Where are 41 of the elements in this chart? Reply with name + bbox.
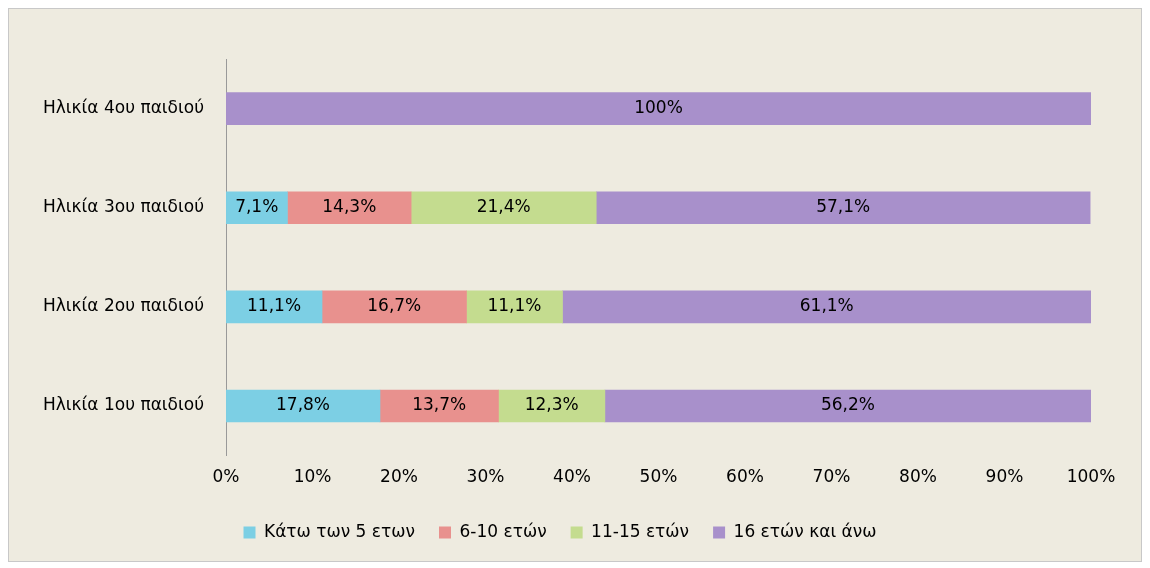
- x-tick-label: 90%: [985, 466, 1024, 487]
- bar: [287, 191, 412, 225]
- legend-label: 11-15 ετών: [591, 520, 690, 541]
- bar: [226, 389, 381, 423]
- x-tick-label: 100%: [1066, 466, 1116, 487]
- x-tick-label: 40%: [553, 466, 591, 487]
- y-tick-label: Ηλικία 1ου παιδιού: [42, 394, 205, 415]
- x-tick-label: 80%: [899, 466, 937, 487]
- data-label: 100%: [634, 97, 683, 117]
- legend-label: Κάτω των 5 ετων: [264, 520, 415, 541]
- bar: [562, 290, 1091, 324]
- data-label: 11,1%: [247, 295, 302, 316]
- legend-label: 6-10 ετών: [459, 520, 547, 541]
- x-tick-label: 70%: [812, 466, 851, 487]
- data-label: 56,2%: [820, 394, 875, 415]
- data-label: 21,4%: [476, 196, 531, 217]
- x-tick-label: 0%: [212, 466, 240, 487]
- bar: [321, 290, 467, 324]
- data-label: 14,3%: [322, 196, 377, 217]
- x-tick-label: 10%: [293, 466, 332, 487]
- y-tick-label: Ηλικία 4ου παιδιού: [42, 97, 205, 117]
- data-label: 7,1%: [235, 196, 279, 217]
- data-label: 61,1%: [799, 295, 854, 316]
- data-label: 11,1%: [487, 295, 542, 316]
- y-tick-label: Ηλικία 2ου παιδιού: [42, 295, 205, 316]
- y-tick-label: Ηλικία 3ου παιδιού: [42, 196, 205, 217]
- data-label: 17,8%: [275, 394, 331, 415]
- bar: [379, 389, 499, 423]
- x-tick-label: 30%: [466, 466, 505, 487]
- x-tick-label: 60%: [726, 466, 764, 487]
- x-tick-label: 20%: [380, 466, 418, 487]
- data-label: 13,7%: [412, 394, 467, 415]
- bar: [604, 389, 1091, 423]
- bar: [410, 191, 597, 225]
- legend-label: 16 ετών και άνω: [733, 520, 877, 541]
- bar: [595, 191, 1091, 225]
- data-label: 16,7%: [367, 295, 422, 316]
- data-label: 12,3%: [524, 394, 579, 415]
- x-tick-label: 50%: [639, 466, 678, 487]
- bar: [226, 92, 1091, 125]
- data-label: 57,1%: [816, 196, 871, 217]
